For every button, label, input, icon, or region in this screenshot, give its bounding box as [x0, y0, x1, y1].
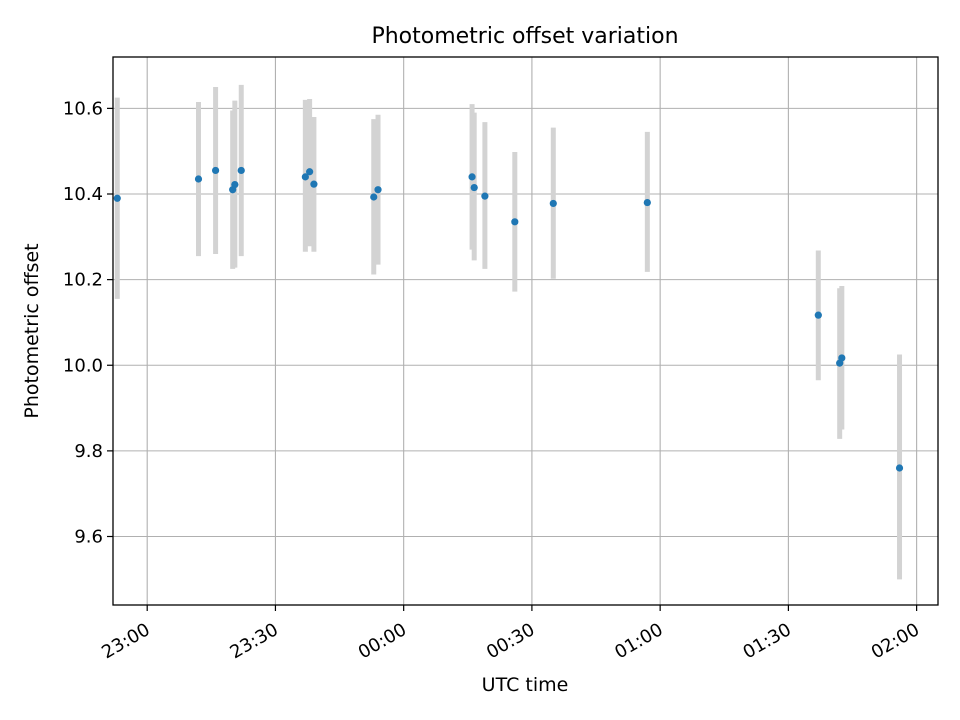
data-point: [231, 180, 239, 189]
data-point: [895, 464, 904, 472]
y-axis: 9.6 9.8 10.0 10.2 10.4 10.6: [63, 98, 113, 548]
data-point: [370, 193, 378, 201]
data-point: [838, 354, 846, 362]
x-axis-title: UTC time: [482, 674, 569, 696]
data-point: [194, 175, 203, 183]
data-point: [374, 186, 382, 194]
y-tick-label: 10.4: [63, 184, 103, 205]
data-point: [237, 166, 245, 175]
y-tick-label: 10.6: [63, 98, 103, 119]
data-point: [211, 166, 220, 175]
data-point: [310, 180, 318, 188]
data-point: [481, 192, 489, 200]
data-point: [306, 168, 314, 176]
data-point: [643, 198, 651, 207]
data-point: [549, 199, 557, 208]
y-tick-label: 10.2: [63, 270, 103, 291]
data-point: [113, 194, 121, 202]
y-tick-label: 10.0: [63, 355, 103, 376]
y-axis-title: Photometric offset: [21, 243, 43, 418]
data-point: [814, 311, 822, 319]
data-point: [301, 173, 309, 181]
plot-frame: [112, 56, 939, 606]
y-tick-label: 9.6: [74, 527, 103, 548]
data-point: [511, 218, 519, 226]
data-point: [468, 173, 476, 181]
grid: [113, 57, 938, 605]
data-points: [113, 166, 904, 472]
data-point: [470, 183, 478, 192]
chart-title: Photometric offset variation: [371, 24, 678, 49]
y-tick-label: 9.8: [74, 441, 103, 462]
